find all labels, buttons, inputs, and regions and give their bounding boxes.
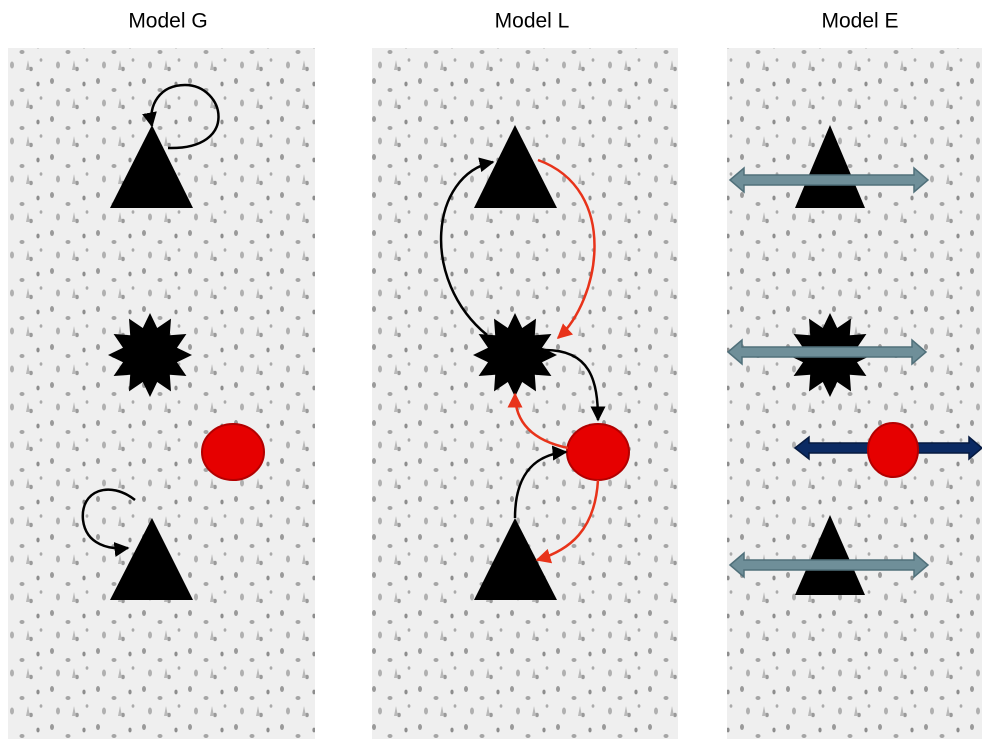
self-loop (81, 488, 136, 557)
cortex-background (727, 48, 982, 739)
pyramidal-neuron (110, 518, 193, 600)
connection-arrow (507, 392, 569, 450)
red-neuron (867, 422, 919, 478)
double-arrow (728, 551, 930, 579)
connection-arrow (513, 445, 568, 519)
connection-arrow (439, 157, 495, 336)
red-neuron (566, 423, 630, 481)
interneuron (473, 313, 557, 397)
panel-title: Model L (495, 10, 570, 33)
panel-title: Model G (128, 10, 207, 33)
double-arrow (728, 166, 930, 194)
connection-arrow (544, 348, 606, 422)
double-arrow (726, 338, 928, 366)
pyramidal-neuron (795, 125, 865, 208)
model-g (81, 83, 265, 600)
connection-arrow (537, 158, 596, 340)
pyramidal-neuron (474, 518, 557, 600)
star-shape (473, 313, 557, 397)
panel-title: Model E (821, 10, 898, 33)
pyramidal-neuron (474, 125, 557, 208)
red-neuron (201, 423, 265, 481)
star-shape (108, 313, 192, 397)
self-loop (142, 83, 220, 150)
pyramidal-neuron (110, 125, 193, 208)
model-l (439, 125, 630, 600)
interneuron (108, 313, 192, 397)
model-e (726, 125, 982, 595)
connection-arrow (535, 479, 600, 564)
pyramidal-neuron (795, 515, 865, 595)
